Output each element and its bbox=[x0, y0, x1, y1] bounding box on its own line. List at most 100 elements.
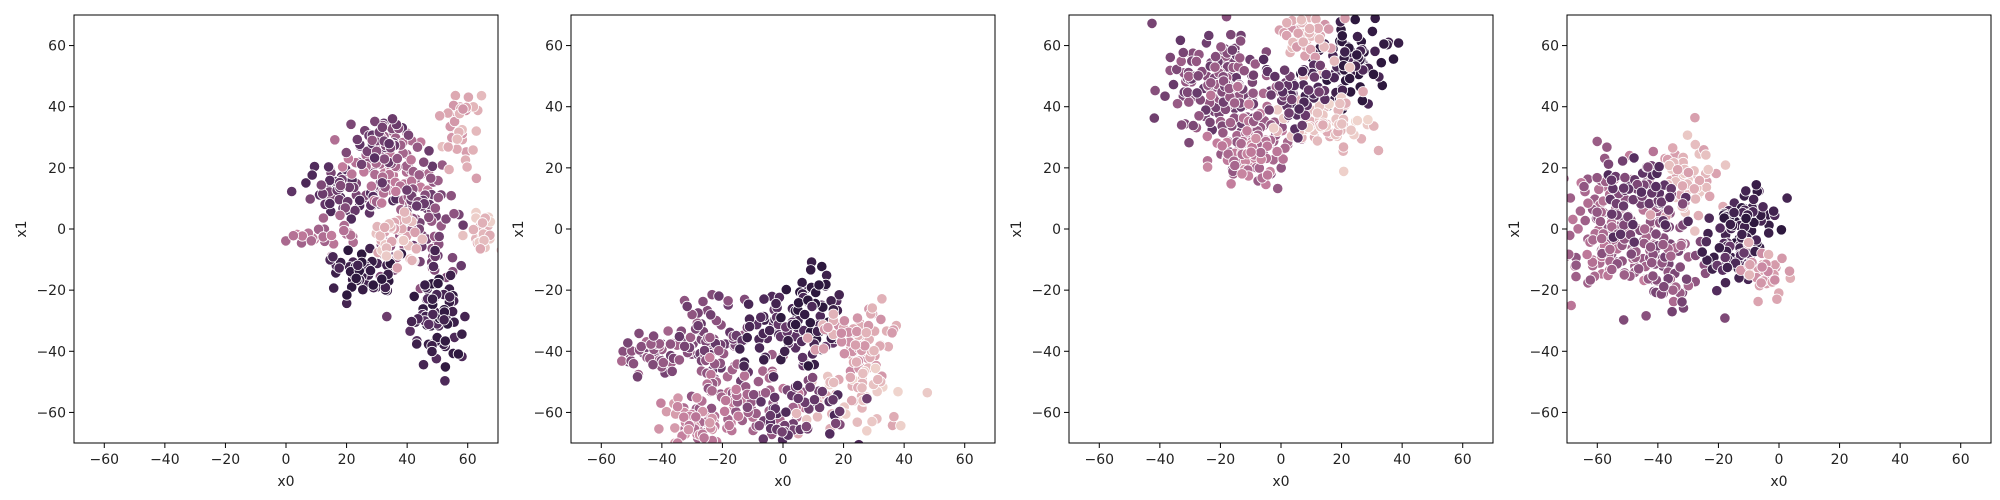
x-tick-label: 40 bbox=[1393, 452, 1411, 468]
scatter-point bbox=[1313, 33, 1326, 45]
scatter-point bbox=[1265, 89, 1277, 101]
scatter-point bbox=[769, 391, 781, 403]
scatter-point bbox=[1584, 274, 1596, 286]
x-tick-label: −20 bbox=[708, 452, 738, 468]
scatter-point bbox=[866, 415, 878, 428]
scatter-point bbox=[1628, 152, 1640, 164]
scatter-point bbox=[1167, 79, 1180, 91]
scatter-point bbox=[334, 209, 346, 221]
scatter-point bbox=[1222, 148, 1234, 160]
scatter-point bbox=[1724, 218, 1737, 230]
scatter-point bbox=[452, 348, 464, 360]
scatter-point bbox=[1752, 295, 1764, 308]
scatter-point bbox=[723, 419, 735, 431]
scatter-point bbox=[851, 312, 864, 324]
scatter-point bbox=[1286, 94, 1298, 106]
scatter-point bbox=[1567, 299, 1577, 312]
scatter-point bbox=[722, 295, 734, 307]
x-tick-label: −60 bbox=[1085, 452, 1115, 468]
scatter-point bbox=[817, 343, 830, 355]
scatter-point bbox=[1719, 277, 1732, 289]
scatter-point bbox=[443, 163, 455, 176]
scatter-point bbox=[1339, 46, 1351, 58]
scatter-point bbox=[1323, 23, 1335, 35]
scatter-point bbox=[1728, 207, 1740, 219]
scatter-point bbox=[1230, 15, 1236, 16]
scatter-point bbox=[280, 235, 292, 247]
scatter-point bbox=[340, 147, 352, 159]
scatter-point bbox=[1692, 210, 1705, 222]
scatter-point bbox=[1159, 90, 1171, 102]
scatter-point bbox=[1314, 59, 1326, 72]
scatter-point bbox=[1743, 236, 1755, 249]
y-tick-label: 40 bbox=[1541, 100, 1559, 116]
scatter-point bbox=[758, 293, 770, 305]
scatter-point bbox=[755, 396, 767, 408]
y-tick-label: 0 bbox=[57, 222, 66, 238]
scatter-point bbox=[423, 318, 435, 330]
scatter-point bbox=[355, 158, 368, 170]
scatter-point bbox=[1676, 180, 1689, 192]
scatter-point bbox=[461, 161, 473, 173]
scatter-point bbox=[1681, 273, 1693, 285]
y-axis-label: x1 bbox=[1507, 220, 1523, 237]
scatter-point bbox=[346, 168, 358, 180]
scatter-point bbox=[856, 382, 868, 394]
scatter-point bbox=[1234, 52, 1246, 64]
scatter-point bbox=[432, 192, 444, 204]
scatter-point bbox=[796, 276, 808, 289]
scatter-point bbox=[1658, 281, 1670, 293]
scatter-point bbox=[1313, 15, 1321, 17]
scatter-point bbox=[376, 197, 388, 209]
scatter-point bbox=[789, 318, 802, 331]
scatter-point bbox=[305, 235, 317, 247]
scatter-point bbox=[1375, 57, 1387, 69]
scatter-point bbox=[322, 161, 335, 173]
scatter-point bbox=[1644, 209, 1657, 221]
scatter-point bbox=[304, 193, 316, 205]
scatter-point bbox=[1279, 64, 1291, 76]
scatter-point bbox=[402, 129, 415, 141]
scatter-point bbox=[1220, 15, 1233, 23]
scatter-point bbox=[410, 243, 422, 255]
scatter-point bbox=[853, 439, 865, 443]
scatter-point bbox=[734, 343, 746, 355]
x-tick-label: 40 bbox=[895, 452, 913, 468]
scatter-point bbox=[1763, 227, 1775, 239]
scatter-point bbox=[1605, 174, 1618, 186]
scatter-point bbox=[1696, 246, 1708, 258]
scatter-point bbox=[423, 211, 435, 223]
scatter-point bbox=[1567, 173, 1570, 184]
scatter-point bbox=[1663, 204, 1675, 216]
scatter-point bbox=[1191, 87, 1203, 99]
scatter-point bbox=[474, 243, 486, 255]
scatter-point bbox=[1281, 17, 1293, 29]
scatter-point bbox=[1781, 192, 1793, 204]
scatter-point bbox=[824, 428, 836, 440]
scatter-point bbox=[1218, 75, 1230, 87]
scatter-point bbox=[780, 406, 792, 418]
scatter-point bbox=[741, 401, 754, 413]
scatter-point bbox=[1667, 142, 1679, 154]
scatter-point bbox=[1591, 206, 1603, 218]
scatter-point bbox=[1225, 178, 1237, 190]
x-tick-label: 0 bbox=[282, 452, 291, 468]
scatter-point bbox=[631, 371, 644, 383]
x-tick-label: 20 bbox=[1333, 452, 1351, 468]
scatter-point bbox=[1201, 130, 1213, 142]
scatter-point bbox=[467, 224, 479, 236]
scatter-point bbox=[419, 279, 431, 291]
scatter-point bbox=[439, 361, 451, 373]
scatter-point bbox=[413, 169, 425, 181]
scatter-point bbox=[378, 153, 390, 165]
scatter-point bbox=[1701, 254, 1713, 266]
x-tick-label: 40 bbox=[1891, 452, 1909, 468]
scatter-point bbox=[1522, 242, 1532, 252]
scatter-point bbox=[1226, 44, 1238, 56]
scatter-point bbox=[1320, 68, 1332, 81]
data-points bbox=[1522, 112, 1796, 326]
scatter-point bbox=[805, 264, 817, 276]
scatter-point bbox=[1174, 34, 1187, 46]
scatter-point bbox=[861, 393, 873, 405]
scatter-point bbox=[1351, 115, 1364, 127]
